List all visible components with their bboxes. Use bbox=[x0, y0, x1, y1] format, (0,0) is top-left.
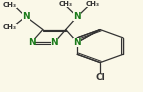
Text: N: N bbox=[22, 12, 30, 21]
Text: CH₃: CH₃ bbox=[3, 2, 17, 8]
Text: Cl: Cl bbox=[95, 73, 105, 82]
Text: CH₃: CH₃ bbox=[3, 24, 17, 30]
Text: CH₃: CH₃ bbox=[86, 1, 100, 7]
Text: CH₃: CH₃ bbox=[59, 1, 73, 7]
Text: N: N bbox=[73, 12, 81, 21]
Text: N: N bbox=[73, 38, 81, 47]
Text: N: N bbox=[28, 38, 35, 47]
Text: N: N bbox=[50, 38, 58, 47]
